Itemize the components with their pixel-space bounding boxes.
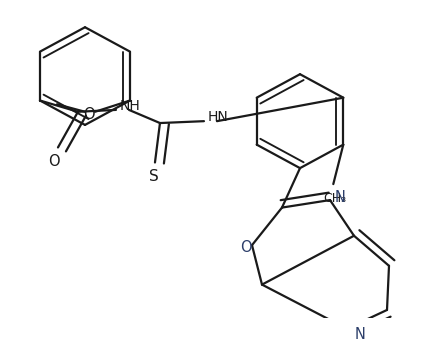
Text: N: N	[334, 190, 345, 205]
Text: CH₃: CH₃	[323, 192, 346, 205]
Text: S: S	[149, 169, 159, 184]
Text: O: O	[240, 240, 251, 255]
Text: HN: HN	[208, 111, 228, 124]
Text: O: O	[83, 107, 95, 122]
Text: N: N	[354, 327, 365, 339]
Text: NH: NH	[120, 99, 140, 113]
Text: O: O	[48, 154, 60, 169]
